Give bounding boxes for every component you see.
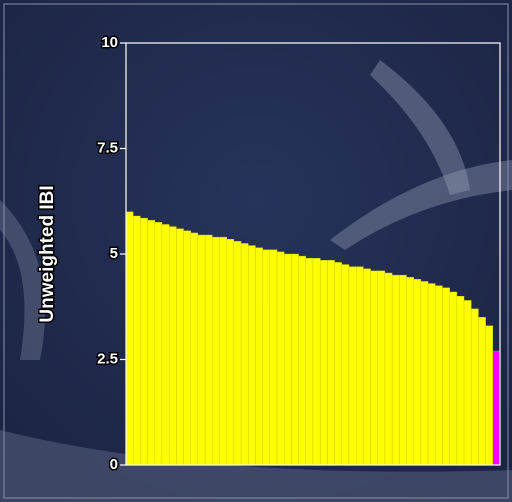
y-tick-label: 5 <box>110 245 118 262</box>
y-axis-label: Unweighted IBI <box>37 185 58 322</box>
bar <box>421 281 428 465</box>
y-tick-label: 10 <box>101 34 118 51</box>
bar <box>205 235 212 465</box>
bar <box>435 286 442 465</box>
bar <box>212 237 219 465</box>
bar <box>342 265 349 465</box>
bar <box>349 267 356 465</box>
bar <box>478 317 485 465</box>
bar <box>486 326 493 465</box>
bar <box>126 212 133 465</box>
bar <box>464 300 471 465</box>
bar <box>133 216 140 465</box>
bar <box>270 250 277 465</box>
bar <box>414 279 421 465</box>
bar <box>313 258 320 465</box>
bar <box>457 296 464 465</box>
bar <box>378 271 385 465</box>
bar <box>428 284 435 465</box>
bar <box>176 229 183 465</box>
bar <box>363 269 370 465</box>
y-tick-label: 2.5 <box>97 350 118 367</box>
bar <box>493 351 500 465</box>
bar <box>407 277 414 465</box>
bar <box>248 246 255 465</box>
y-tick-label: 7.5 <box>97 139 118 156</box>
bar <box>169 227 176 465</box>
bar <box>399 275 406 465</box>
chart: Unweighted IBI 0 2.5 5 7.5 10 <box>0 0 512 502</box>
bar <box>291 254 298 465</box>
bar <box>227 239 234 465</box>
bar <box>148 220 155 465</box>
bar <box>471 309 478 465</box>
bar <box>371 271 378 465</box>
bar <box>234 241 241 465</box>
bar <box>198 235 205 465</box>
bar <box>255 248 262 465</box>
bar <box>184 231 191 465</box>
bar <box>155 222 162 465</box>
bar <box>442 288 449 465</box>
bar <box>284 254 291 465</box>
bar <box>327 260 334 465</box>
bar <box>241 243 248 465</box>
bar <box>191 233 198 465</box>
bar <box>277 252 284 465</box>
bar <box>263 250 270 465</box>
bar <box>140 218 147 465</box>
bar <box>299 256 306 465</box>
bar <box>320 260 327 465</box>
bar <box>306 258 313 465</box>
bar <box>392 275 399 465</box>
bar <box>385 273 392 465</box>
bar <box>220 237 227 465</box>
bar <box>162 224 169 465</box>
y-tick-label: 0 <box>110 456 118 473</box>
bar <box>356 267 363 465</box>
bar <box>450 292 457 465</box>
bar <box>335 262 342 465</box>
